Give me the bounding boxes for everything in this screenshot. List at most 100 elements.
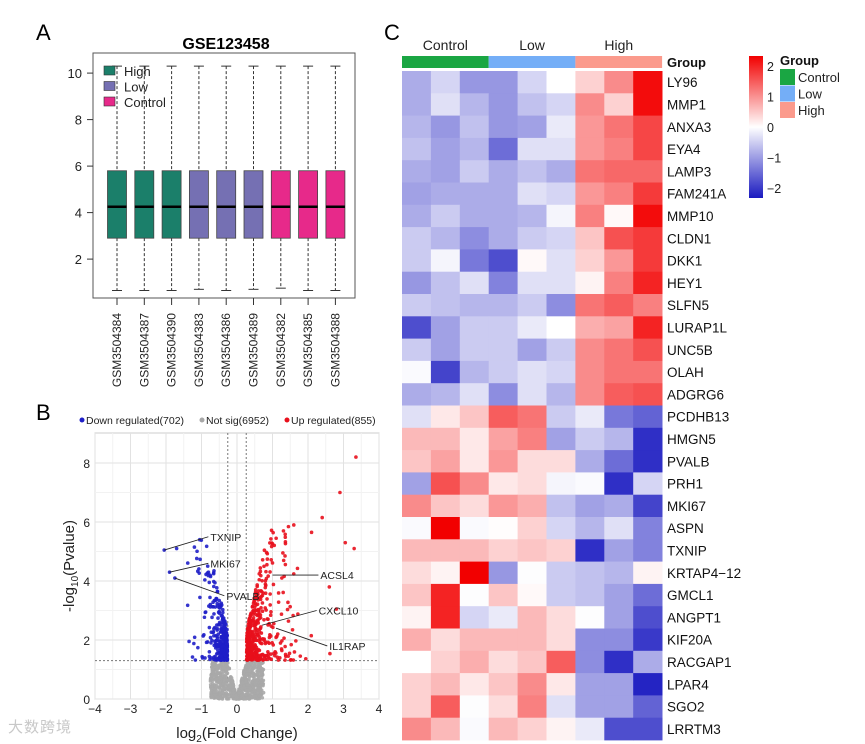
row-label: UNC5B: [667, 343, 713, 358]
heatmap-cell: [430, 71, 461, 94]
heatmap-cell: [633, 249, 663, 273]
point-notsig: [253, 682, 258, 686]
point-down: [217, 642, 221, 647]
heatmap-cell: [488, 93, 518, 116]
box-GSM3504382: GSM3504382: [270, 65, 291, 387]
point-notsig: [257, 687, 262, 692]
heatmap-cell: [430, 115, 461, 139]
colorbar-tick-label: −1: [767, 152, 781, 166]
x-tick-label: −4: [88, 702, 102, 716]
point-up: [255, 649, 259, 654]
heatmap-cell: [546, 427, 576, 451]
heatmap-cell: [430, 182, 461, 206]
watermark-text: 大数跨境: [8, 718, 73, 736]
group-bar-low: [488, 56, 576, 68]
point-notsig: [218, 687, 222, 691]
point-up: [247, 637, 251, 642]
heatmap-cell: [575, 294, 605, 317]
point-notsig: [210, 694, 215, 699]
point-up: [328, 651, 332, 656]
point-notsig: [247, 688, 251, 692]
heatmap-row: HMGN5: [402, 427, 716, 451]
heatmap-cell: [459, 405, 490, 429]
point-up: [265, 597, 269, 601]
group-row-label: Group: [667, 55, 706, 70]
point-up: [283, 562, 288, 567]
heatmap-cell: [488, 249, 518, 273]
box-GSM3504386: GSM3504386: [216, 65, 237, 387]
colorbar-tick-label: 0: [767, 121, 774, 135]
heatmap-cell: [430, 227, 461, 250]
point-up: [246, 625, 251, 630]
row-label: HMGN5: [667, 432, 716, 447]
x-tick-label: GSM3504388: [328, 313, 342, 387]
heatmap-cell: [402, 606, 432, 629]
heatmap-row: GMCL1: [402, 583, 714, 607]
heatmap-cell: [575, 71, 605, 94]
heatmap-cell: [633, 294, 663, 317]
heatmap-row: SGO2: [402, 695, 705, 719]
heatmap-cell: [430, 405, 461, 429]
box: [107, 170, 127, 239]
point-up: [286, 600, 290, 605]
heatmap-row: ANXA3: [402, 115, 711, 139]
heatmap-cell: [575, 93, 605, 116]
row-label: PVALB: [667, 454, 710, 469]
legend-dot-notsig: [199, 417, 205, 423]
point-down: [185, 603, 190, 608]
point-up: [263, 591, 268, 596]
row-label: OLAH: [667, 365, 704, 380]
heatmap-cell: [402, 294, 432, 317]
heatmap-cell: [604, 204, 634, 228]
point-notsig: [235, 695, 240, 700]
heatmap-cell: [633, 271, 663, 295]
heatmap-row: KIF20A: [402, 628, 712, 652]
point-up: [274, 536, 278, 541]
heatmap-cell: [459, 695, 490, 719]
point-down: [207, 580, 212, 585]
heatmap-cell: [575, 539, 605, 562]
colorbar-tick-label: 2: [767, 60, 774, 74]
box-GSM3504383: GSM3504383: [188, 65, 209, 387]
heatmap-cell: [604, 271, 634, 295]
heatmap-cell: [546, 182, 576, 206]
point-down: [202, 615, 207, 620]
point-up: [260, 578, 264, 583]
x-axis-title: log2(Fold Change): [176, 725, 297, 744]
heatmap-cell: [488, 160, 518, 183]
annotation-label: CXCL10: [319, 606, 359, 618]
heatmap-cell: [546, 628, 576, 652]
heatmap-cell: [459, 71, 490, 94]
point-down: [192, 545, 197, 549]
y-tick-label: 6: [75, 159, 82, 174]
point-down: [218, 654, 222, 658]
heatmap-cell: [546, 137, 576, 161]
row-label: LRRTM3: [667, 722, 721, 737]
x-axis-title-rest: (Fold Change): [202, 725, 298, 742]
point-down: [202, 633, 206, 637]
point-up: [270, 641, 274, 645]
point-up: [260, 609, 265, 614]
panel-label-c: C: [384, 20, 400, 45]
heatmap-cell: [459, 182, 490, 206]
heatmap-cell: [430, 383, 461, 406]
heatmap-cell: [604, 494, 634, 518]
heatmap-cell: [575, 137, 605, 161]
point-notsig: [215, 670, 220, 675]
point-up: [253, 657, 258, 662]
point-notsig: [251, 671, 255, 675]
point-down: [211, 571, 216, 576]
heatmap-cell: [430, 583, 461, 607]
box: [161, 170, 182, 239]
point-up: [281, 529, 286, 533]
heatmap-cell: [459, 160, 490, 183]
heatmap-cell: [575, 695, 605, 719]
group-legend-label: High: [798, 103, 825, 118]
heatmap-cell: [633, 360, 663, 384]
point-down: [220, 607, 225, 612]
heatmap-cell: [633, 673, 663, 696]
heatmap-cell: [604, 360, 634, 384]
point-up: [265, 551, 270, 556]
heatmap-cell: [546, 472, 576, 496]
